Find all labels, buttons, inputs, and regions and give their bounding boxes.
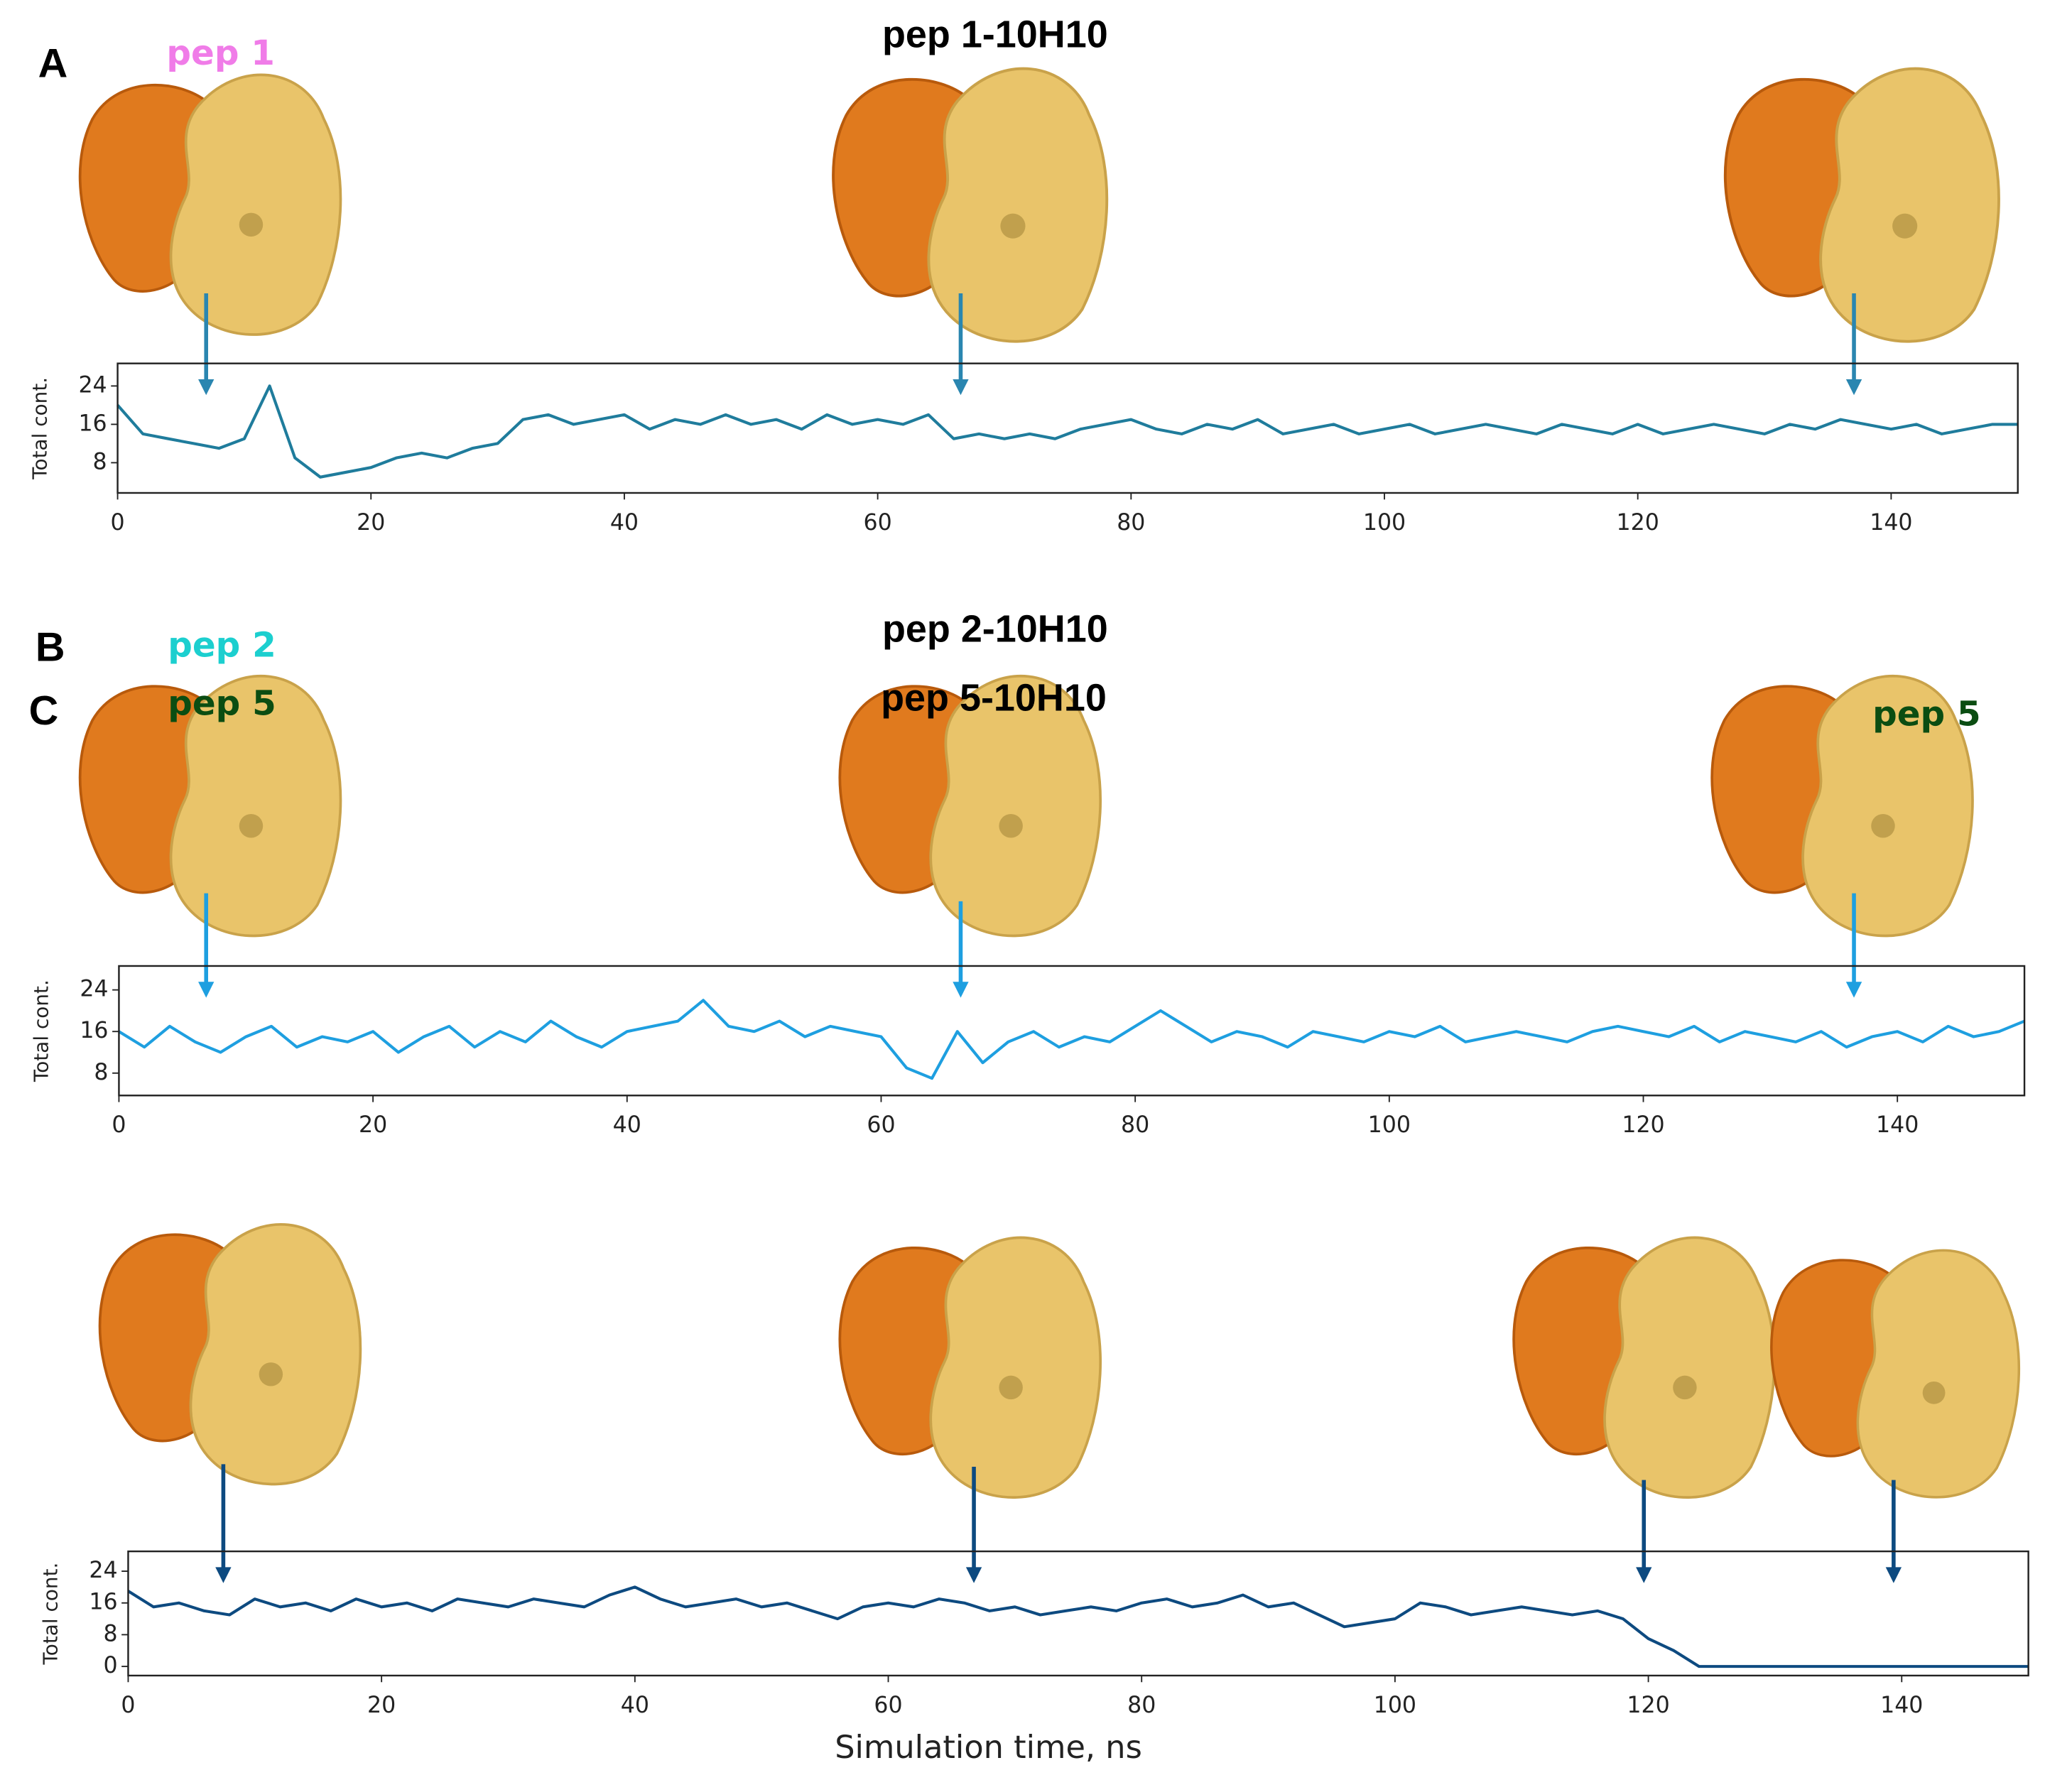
protein-domain-yellow [1819, 67, 2000, 343]
x-tick-label: 100 [1374, 1693, 1416, 1718]
peptide-label: pep 2 [168, 626, 276, 666]
pointer-arrowhead [1845, 982, 1862, 998]
x-tick-label: 0 [121, 1693, 135, 1718]
y-tick-label: 16 [89, 1590, 117, 1615]
y-axis-label: Total cont. [39, 1563, 63, 1666]
pointer-arrowhead [1845, 379, 1862, 396]
data-line [116, 384, 2018, 479]
y-axis-label: Total cont. [30, 979, 53, 1082]
plot-frame [116, 362, 2019, 494]
x-tick-label: 100 [1363, 510, 1406, 536]
x-tick-label: 140 [1880, 1693, 1923, 1718]
x-tick-label: 60 [867, 1112, 895, 1138]
x-tick-label: 80 [1127, 1693, 1156, 1718]
plot-frame [118, 965, 2026, 1097]
pointer-arrowhead [1885, 1567, 1902, 1583]
y-tick-label: 24 [80, 977, 108, 1002]
x-tick-label: 40 [610, 510, 639, 536]
protein-pocket [1922, 1381, 1946, 1404]
x-tick-label: 140 [1870, 510, 1912, 536]
x-tick-label: 60 [874, 1693, 902, 1718]
protein-pocket [1000, 213, 1026, 239]
protein-domain-yellow [927, 67, 1109, 343]
pointer-arrowhead [953, 982, 969, 998]
protein-snapshot [1710, 675, 1974, 938]
y-tick-label: 16 [78, 411, 107, 436]
x-tick-label: 80 [1121, 1112, 1149, 1138]
protein-domain-yellow [929, 1236, 1102, 1499]
x-tick-label: 100 [1368, 1112, 1411, 1138]
x-tick-label: 20 [367, 1693, 396, 1718]
protein-snapshot [832, 67, 1109, 343]
x-tick-label: 20 [359, 1112, 387, 1138]
protein-domain-yellow [189, 1223, 362, 1486]
x-tick-label: 120 [1622, 1112, 1664, 1138]
protein-pocket [1673, 1375, 1697, 1400]
x-tick-label: 80 [1117, 510, 1145, 536]
data-line [127, 1585, 2029, 1668]
x-tick-label: 60 [864, 510, 892, 536]
protein-pocket [999, 1375, 1023, 1400]
protein-snapshot [78, 675, 342, 938]
y-tick-label: 24 [89, 1558, 117, 1583]
protein-domain-yellow [169, 73, 342, 336]
y-tick-label: 0 [103, 1653, 117, 1678]
y-axis-label: Total cont. [28, 377, 52, 480]
protein-snapshot [1723, 67, 2000, 343]
protein-pocket [239, 814, 264, 838]
x-tick-label: 120 [1617, 510, 1659, 536]
protein-pocket [1892, 213, 1918, 239]
peptide-label: pep 5 [1872, 694, 1981, 734]
protein-domain-yellow [1801, 675, 1974, 938]
protein-domain-yellow [929, 675, 1102, 938]
y-tick-label: 8 [94, 1060, 108, 1085]
peptide-label: pep 1 [166, 33, 275, 73]
x-tick-label: 140 [1876, 1112, 1919, 1138]
y-tick-label: 24 [78, 372, 107, 398]
protein-domain-yellow [169, 675, 342, 938]
panel-letter: B [36, 625, 65, 671]
protein-snapshot [1512, 1236, 1776, 1499]
x-tick-label: 0 [112, 1112, 126, 1138]
protein-snapshot [1770, 1249, 2020, 1499]
chart-title: pep 5-10H10 [881, 676, 1107, 719]
protein-domain-yellow [1603, 1236, 1776, 1499]
data-line [118, 999, 2025, 1080]
plot-frame [127, 1550, 2029, 1677]
protein-pocket [259, 1362, 283, 1386]
protein-snapshot [78, 73, 342, 336]
panel-letter: A [38, 40, 68, 86]
y-tick-label: 8 [103, 1621, 117, 1646]
pointer-arrowhead [1636, 1567, 1652, 1583]
x-tick-label: 20 [357, 510, 385, 536]
x-axis-label: Simulation time, ns [835, 1729, 1142, 1766]
panel-letter: C [29, 688, 59, 734]
pointer-arrowhead [198, 379, 215, 396]
x-tick-label: 40 [613, 1112, 641, 1138]
chart-title: pep 1-10H10 [882, 13, 1108, 55]
protein-snapshot [838, 675, 1102, 938]
protein-pocket [239, 212, 264, 237]
chart-title: pep 2-10H10 [882, 608, 1108, 651]
pointer-arrowhead [198, 982, 215, 998]
y-tick-label: 8 [93, 449, 107, 474]
protein-pocket [999, 814, 1023, 838]
protein-pocket [1871, 814, 1895, 838]
protein-domain-yellow [1856, 1249, 2020, 1499]
x-tick-label: 120 [1627, 1693, 1669, 1718]
protein-snapshot [98, 1223, 362, 1486]
pointer-arrowhead [965, 1567, 982, 1583]
peptide-label: pep 5 [168, 683, 276, 723]
protein-snapshot [838, 1236, 1102, 1499]
pointer-arrowhead [953, 379, 969, 396]
x-tick-label: 0 [111, 510, 125, 536]
x-tick-label: 40 [621, 1693, 649, 1718]
y-tick-label: 16 [80, 1018, 108, 1043]
pointer-arrowhead [215, 1567, 232, 1583]
